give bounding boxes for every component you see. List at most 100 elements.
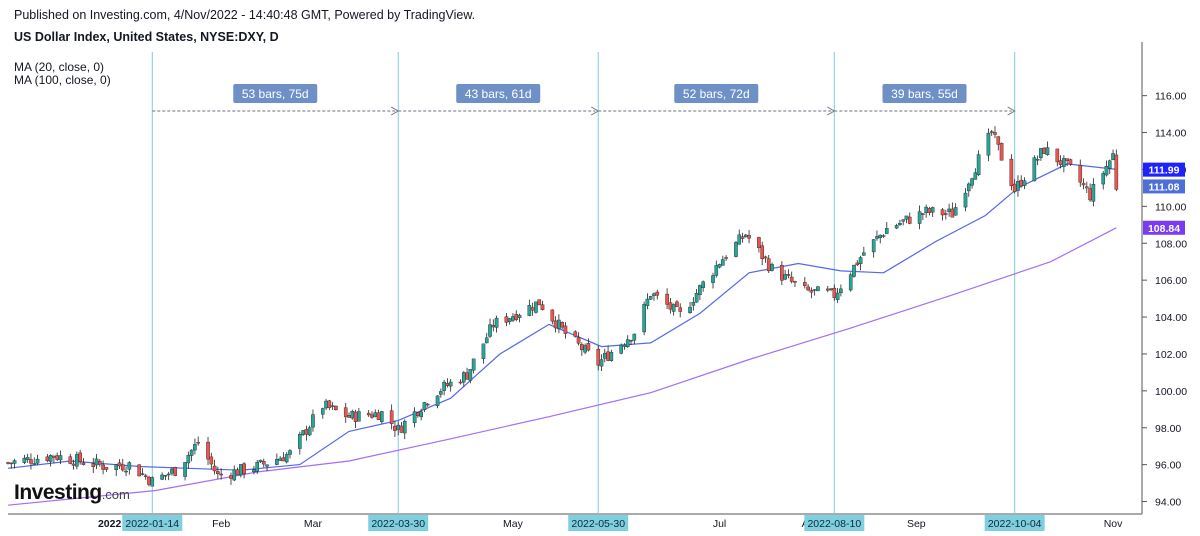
candle-body — [907, 216, 912, 224]
candle-body — [229, 475, 233, 479]
candle-body — [350, 411, 355, 419]
candle-body — [330, 405, 335, 407]
candle-body — [163, 475, 168, 477]
candle-body — [55, 455, 59, 460]
y-tick-label: 110.00 — [1155, 201, 1186, 213]
published-note: Published on Investing.com, 4/Nov/2022 -… — [14, 8, 476, 22]
candle-body — [140, 473, 145, 475]
candle-body — [376, 412, 381, 421]
candle-body — [343, 407, 348, 418]
candle-body — [9, 462, 14, 465]
candle-body — [871, 239, 876, 253]
y-tick-label: 106.00 — [1155, 275, 1187, 287]
indicator-ma100-label[interactable]: MA (100, close, 0) — [14, 73, 111, 87]
date-tag-label: 2022-05-30 — [571, 518, 625, 530]
candle-body — [632, 333, 637, 341]
candle-body — [803, 282, 807, 286]
candle-body — [104, 467, 109, 470]
candle-body — [832, 287, 837, 298]
indicator-ma20-label[interactable]: MA (20, close, 0) — [14, 60, 105, 74]
candle-body — [29, 459, 33, 464]
price-tag-bg — [1143, 220, 1185, 235]
y-tick-label: 116.00 — [1155, 91, 1186, 103]
candle-body — [353, 411, 358, 422]
candle-body — [599, 359, 604, 367]
candle-body — [25, 457, 30, 460]
candle-body — [402, 421, 407, 434]
candle-body — [458, 381, 463, 384]
candle-body — [665, 293, 669, 305]
candle-body — [917, 211, 922, 224]
candle-body — [468, 369, 473, 381]
date-tag-bg — [122, 515, 183, 531]
candle-body — [966, 183, 971, 192]
candle-body — [189, 449, 194, 456]
candle-body — [793, 281, 797, 283]
candle-body — [583, 345, 587, 353]
candle-body — [688, 306, 692, 314]
candle-body — [953, 207, 958, 216]
candle-body — [301, 430, 305, 435]
candle-body — [721, 259, 725, 266]
candle-body — [580, 344, 584, 351]
candle-body — [219, 473, 223, 476]
measure-label: 43 bars, 61d — [465, 87, 532, 101]
candle-body — [435, 395, 440, 406]
candle-body — [445, 383, 450, 386]
candle-body — [196, 442, 200, 444]
candle-body — [357, 411, 361, 422]
candle-body — [324, 400, 328, 409]
candle-body — [743, 234, 748, 237]
x-tick-label: Jul — [713, 518, 726, 530]
x-tick-label: 2022 — [98, 518, 122, 530]
date-tag-label: 2022-03-30 — [371, 518, 425, 530]
candle-body — [517, 314, 522, 318]
measure-label-bg — [674, 84, 759, 103]
candle-body — [380, 411, 384, 422]
candle-body — [1065, 158, 1069, 161]
measure-arrowhead — [390, 106, 400, 116]
candle-body — [311, 414, 315, 428]
candle-body — [862, 252, 866, 256]
candle-body — [68, 456, 73, 464]
date-tag-label: 2022-01-14 — [125, 518, 179, 530]
candle-body — [996, 136, 1001, 145]
candle-body — [22, 457, 27, 463]
candle-body — [1016, 181, 1020, 191]
candle-body — [950, 208, 955, 218]
candle-body — [1058, 160, 1063, 165]
candle-body — [606, 351, 610, 361]
candle-body — [825, 288, 830, 291]
candle-body — [1114, 154, 1119, 190]
candle-body — [1062, 158, 1066, 167]
candle-body — [212, 465, 217, 472]
candle-body — [645, 298, 650, 306]
candle-body — [1019, 179, 1024, 187]
candle-body — [675, 301, 679, 307]
candle-body — [602, 352, 607, 359]
candle-body — [717, 264, 722, 268]
candle-body — [724, 257, 728, 259]
candle-body — [648, 296, 653, 300]
candle-body — [573, 331, 578, 337]
investing-logo: Investing.com — [14, 481, 130, 504]
candle-body — [511, 316, 515, 321]
candle-body — [757, 237, 761, 248]
candle-body — [1068, 159, 1073, 165]
y-tick-label: 102.00 — [1155, 349, 1187, 361]
candle-body — [32, 463, 37, 465]
ma100-line — [7, 227, 1117, 506]
candle-body — [209, 456, 214, 465]
candle-body — [186, 454, 191, 464]
candle-body — [852, 264, 856, 277]
candle-body — [691, 302, 696, 306]
candle-body — [786, 274, 791, 276]
candle-body — [370, 414, 374, 418]
y-tick-label: 104.00 — [1155, 312, 1187, 324]
candle-body — [471, 358, 476, 371]
candle-body — [530, 307, 535, 311]
price-tag-label: 111.08 — [1149, 181, 1180, 193]
candle-body — [760, 245, 764, 260]
candle-body — [1039, 148, 1043, 159]
